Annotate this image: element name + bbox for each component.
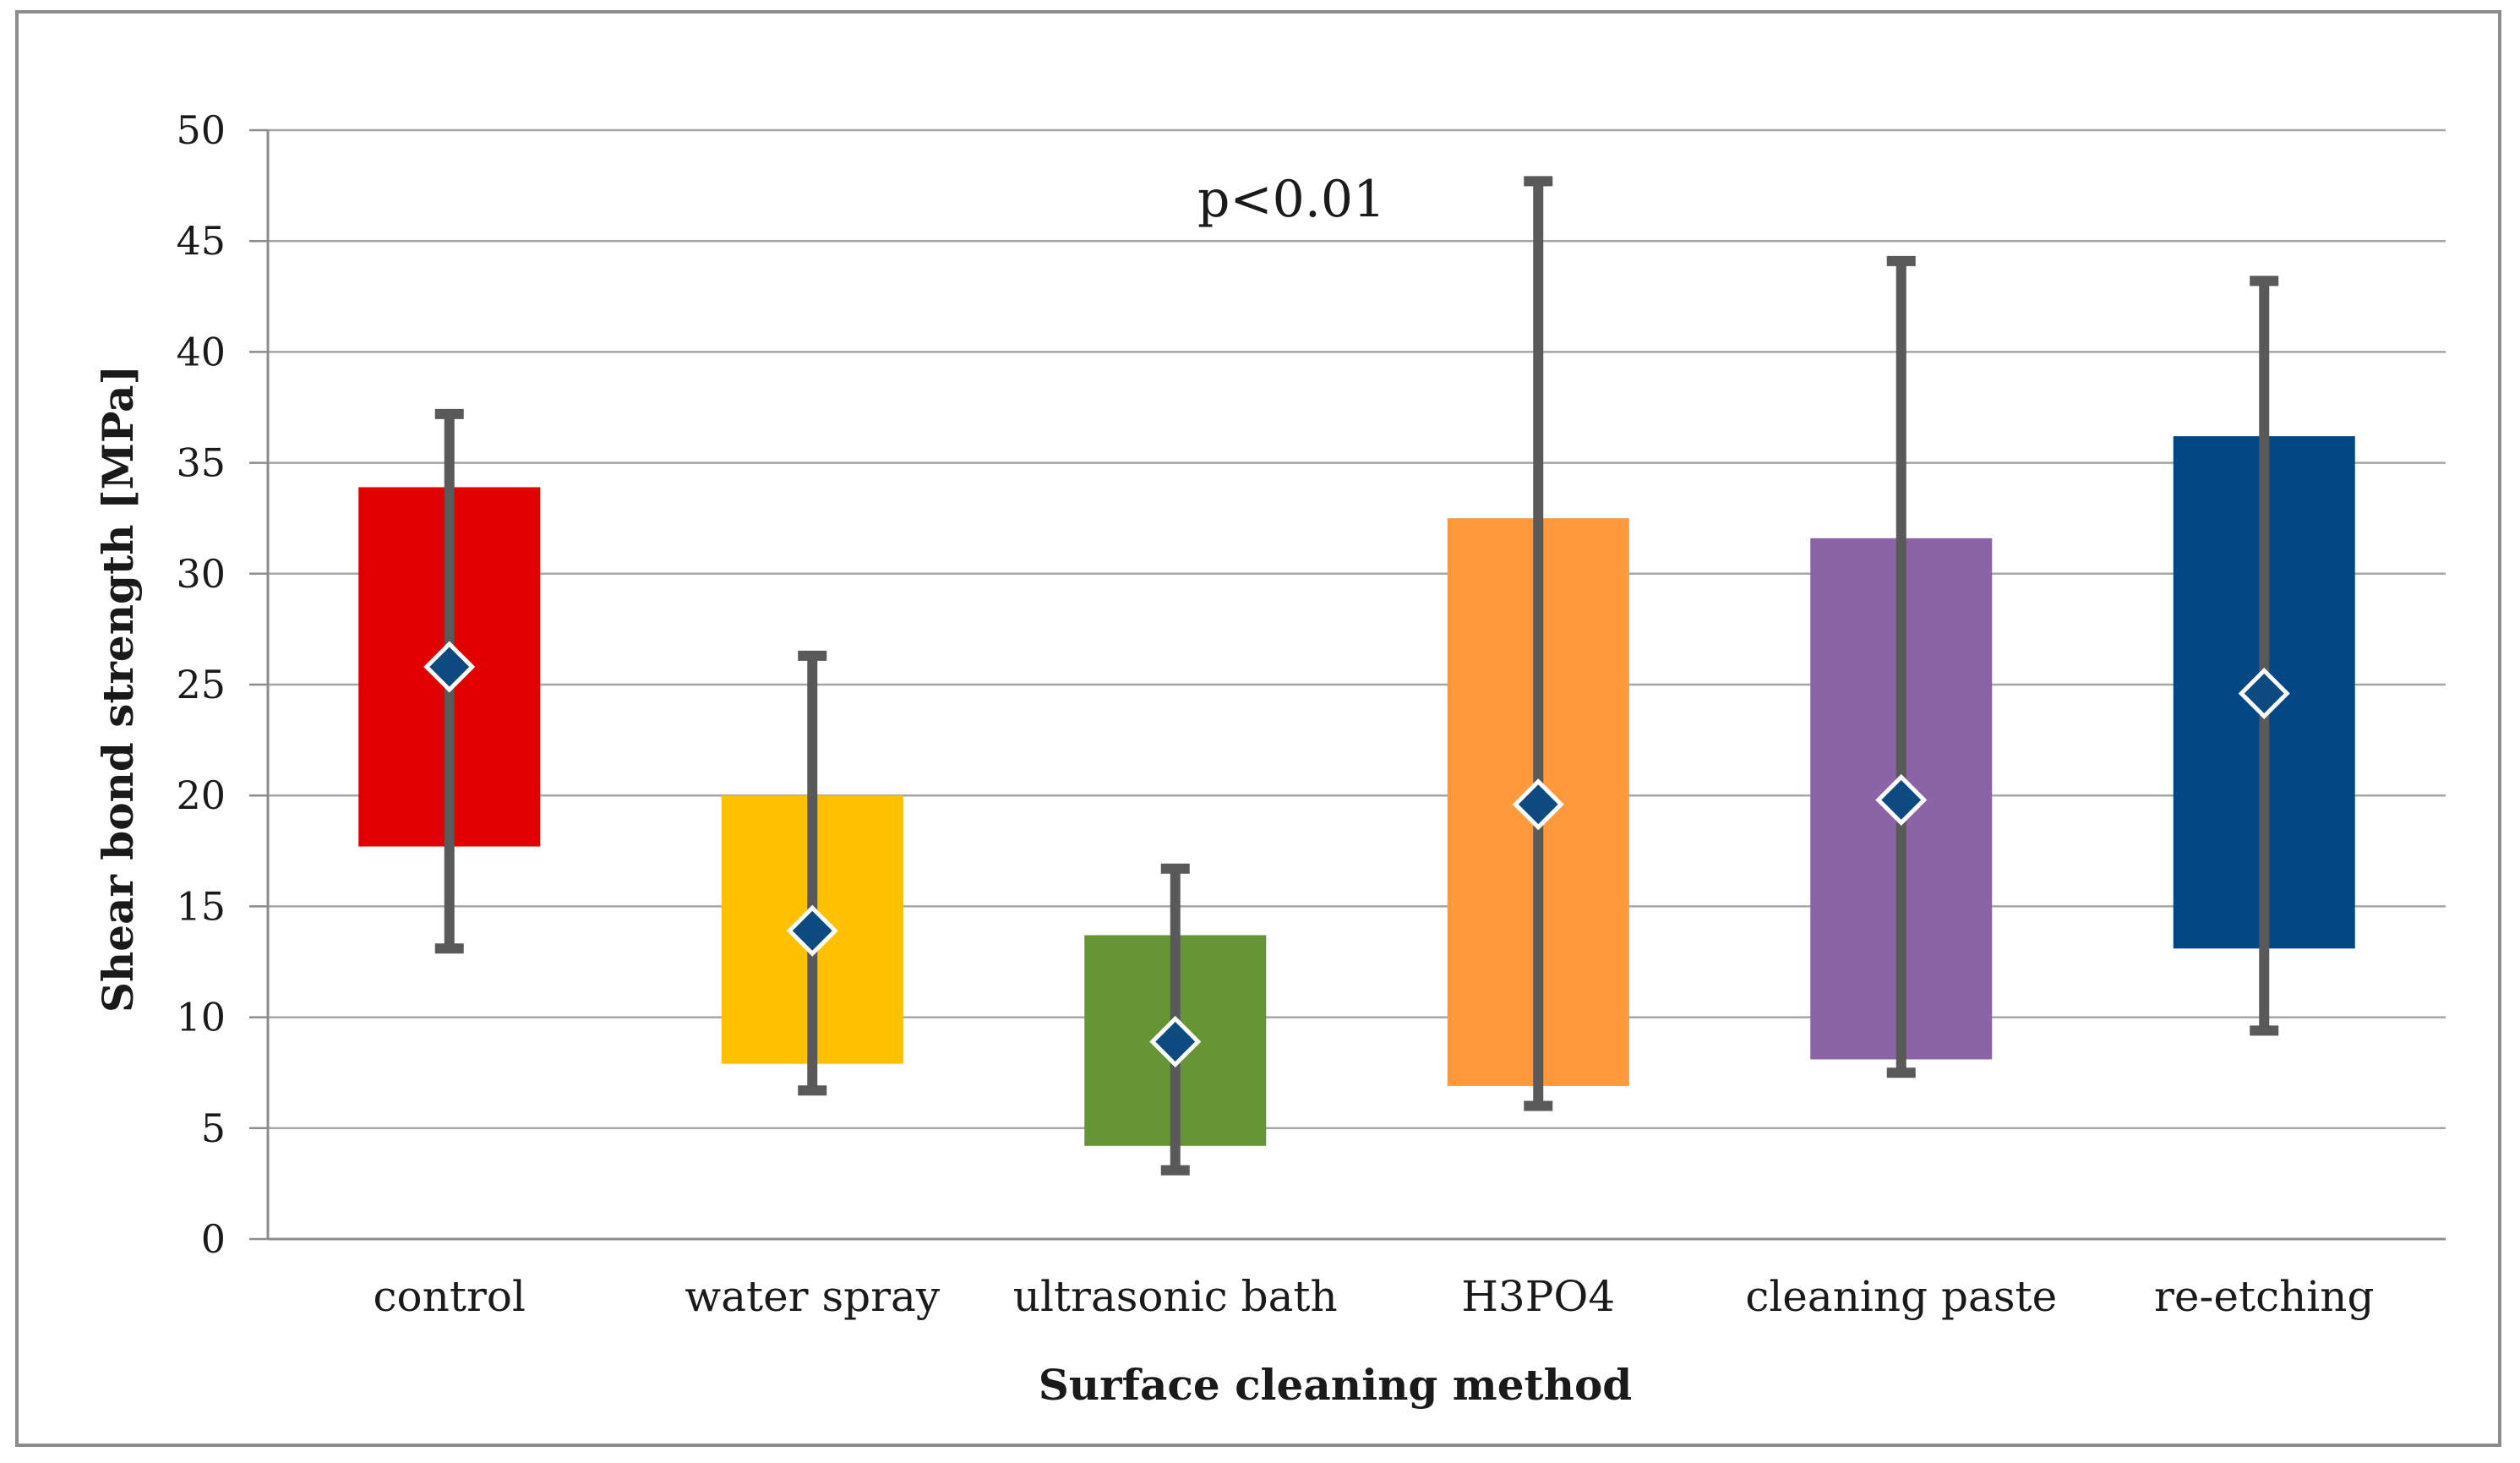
y-tick-label: 15 (176, 883, 226, 929)
y-axis-title: Shear bond strength [MPa] (93, 365, 143, 1013)
x-tick-label: ultrasonic bath (1013, 1272, 1338, 1321)
y-tick-label: 10 (176, 995, 226, 1040)
chart-svg: 0 5 10 15 20 25 30 35 40 45 50 control water spray ul… (93, 107, 2446, 1410)
axes (249, 128, 2446, 1241)
x-tick-label: cleaning paste (1745, 1272, 2057, 1321)
gridlines (268, 128, 2446, 1130)
tick-labels: 0 5 10 15 20 25 30 35 40 45 50 control water spray ul… (176, 107, 2374, 1321)
mean-marker (2238, 667, 2290, 720)
y-tick-label: 45 (176, 218, 226, 264)
x-tick-label: H3PO4 (1461, 1272, 1615, 1321)
x-tick-label: re-etching (2154, 1272, 2374, 1321)
mean-marker (1875, 773, 1928, 826)
chart-frame: 0 5 10 15 20 25 30 35 40 45 50 control water spray ul… (15, 10, 2501, 1447)
x-tick-label: control (374, 1272, 526, 1321)
y-tick-label: 30 (176, 551, 226, 597)
y-tick-label: 40 (176, 329, 226, 374)
x-tick-label: water spray (685, 1272, 940, 1321)
mean-marker (786, 904, 838, 957)
y-tick-label: 25 (176, 662, 226, 707)
y-tick-label: 0 (201, 1216, 226, 1262)
mean-marker (1512, 778, 1564, 831)
y-tick-label: 5 (201, 1105, 226, 1151)
y-tick-label: 35 (176, 440, 226, 486)
mean-marker (423, 641, 476, 693)
annotation-p-value: p<0.01 (1197, 170, 1385, 229)
mean-marker (1149, 1015, 1202, 1067)
y-tick-label: 50 (176, 107, 226, 153)
x-axis-title: Surface cleaning method (1039, 1360, 1633, 1410)
y-tick-label: 20 (176, 772, 226, 818)
bars (358, 176, 2355, 1176)
